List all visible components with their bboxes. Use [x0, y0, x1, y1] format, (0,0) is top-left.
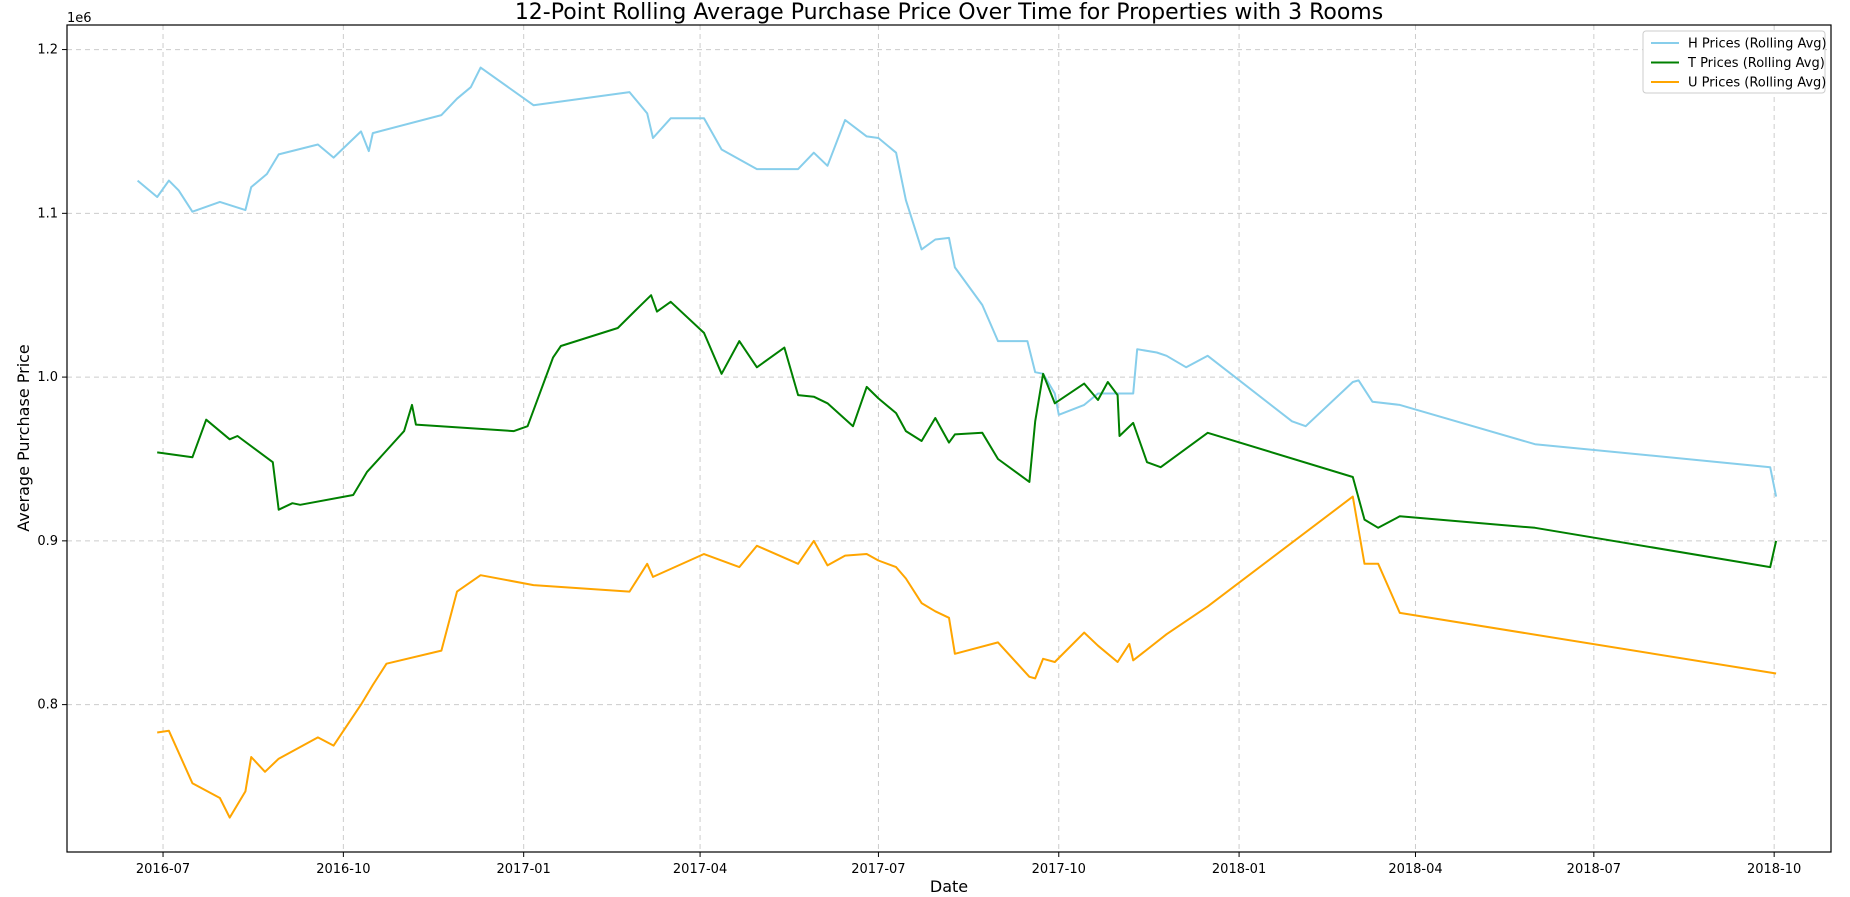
chart-title: 12-Point Rolling Average Purchase Price … — [515, 0, 1383, 25]
series-layer — [136, 66, 1778, 819]
grid-layer — [67, 25, 1831, 852]
x-tick-label: 2017-07 — [851, 862, 905, 877]
plot-frame — [66, 24, 1832, 853]
legend: H Prices (Rolling Avg) T Prices (Rolling … — [1642, 30, 1827, 94]
legend-label-h: H Prices (Rolling Avg) — [1688, 37, 1827, 52]
legend-label-t: T Prices (Rolling Avg) — [1687, 56, 1825, 71]
x-tick-label: 2018-10 — [1747, 862, 1801, 877]
x-tick-label: 2018-01 — [1212, 862, 1266, 877]
x-tick-label: 2016-10 — [316, 862, 370, 877]
tick-layer: 0.8 0.9 1.0 1.1 1.2 2016-07 2016-10 2017-01 2017… — [37, 43, 1801, 877]
legend-label-u: U Prices (Rolling Avg) — [1688, 76, 1826, 91]
y-tick-label: 1.1 — [37, 206, 58, 221]
series-line-h — [136, 66, 1778, 497]
series-line-t — [157, 294, 1778, 569]
y-tick-label: 1.0 — [37, 370, 58, 385]
x-tick-label: 2018-07 — [1567, 862, 1621, 877]
x-tick-label: 2017-04 — [673, 862, 727, 877]
y-offset-text: 1e6 — [67, 11, 92, 26]
legend-box — [1642, 30, 1826, 94]
x-tick-label: 2017-01 — [497, 862, 551, 877]
x-tick-label: 2017-10 — [1032, 862, 1086, 877]
x-tick-label: 2018-04 — [1388, 862, 1442, 877]
x-axis-label: Date — [930, 877, 968, 896]
y-axis-label: Average Purchase Price — [14, 344, 33, 532]
y-tick-label: 0.9 — [37, 534, 58, 549]
x-tick-label: 2016-07 — [136, 862, 190, 877]
series-line-u — [157, 495, 1777, 819]
y-tick-label: 0.8 — [37, 698, 58, 713]
y-tick-label: 1.2 — [37, 43, 58, 58]
